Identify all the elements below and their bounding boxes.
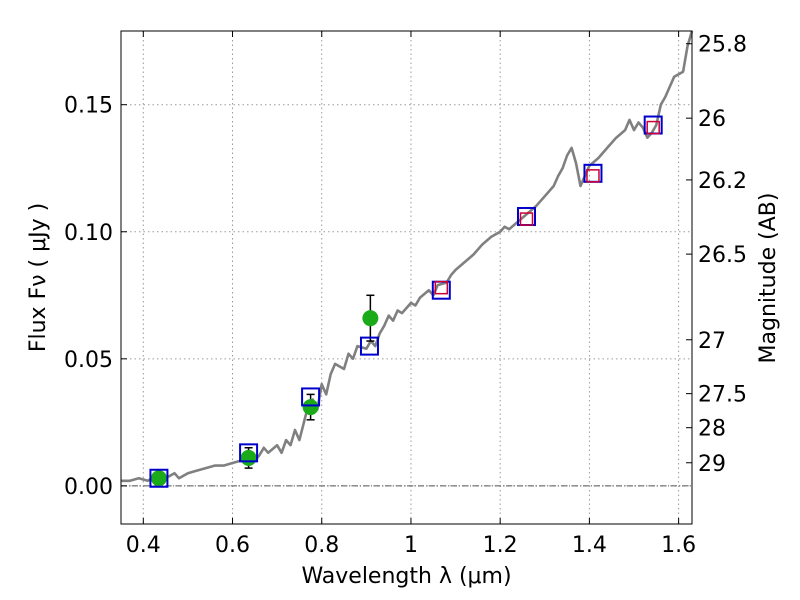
x-tick-label: 1 [404, 533, 418, 558]
blue-square-point [239, 443, 259, 463]
right-tick-label: 28 [698, 417, 726, 442]
red-square-point [646, 120, 660, 135]
blue-square-point [149, 468, 169, 488]
green-point [240, 449, 257, 466]
red-square-point [586, 169, 600, 183]
blue-square-point [359, 336, 379, 356]
y-tick-label: 0.00 [64, 475, 113, 500]
y-tick-label: 0.15 [64, 94, 113, 119]
y-tick-label: 0.05 [64, 348, 113, 373]
x-tick-label: 1.6 [661, 533, 696, 558]
blue-square-point [301, 387, 321, 407]
plot-frame [120, 30, 693, 525]
right-tick-label: 25.8 [698, 33, 747, 58]
grid [121, 31, 692, 524]
y-axis-label: Flux Fν ( μJy ) [26, 203, 51, 352]
right-tick-label: 27 [698, 329, 726, 354]
right-tick-label: 27.5 [698, 383, 747, 408]
spectrum-series [121, 30, 694, 483]
right-tick-label: 26.2 [698, 169, 747, 194]
x-axis-label: Wavelength λ (μm) [301, 564, 511, 589]
right-axis-label: Magnitude (AB) [756, 193, 781, 364]
error-bars [244, 294, 375, 469]
right-tick-label: 29 [698, 452, 726, 477]
x-tick-label: 1.4 [572, 533, 607, 558]
green-point [150, 470, 167, 487]
right-tick-label: 26.5 [698, 243, 747, 268]
x-tick-label: 0.8 [304, 533, 339, 558]
red-squares [434, 120, 660, 295]
red-square-point [434, 280, 449, 295]
green-points [150, 310, 379, 487]
x-tick-label: 1.2 [483, 533, 518, 558]
blue-squares [149, 115, 663, 488]
y-tick-label: 0.10 [64, 221, 113, 246]
tick-labels: 0.4 0.6 0.8 1 1.2 1.4 1.6 0.00 0.05 0.10 0.15 25.8 2… [64, 33, 747, 558]
spectrum-line [121, 30, 694, 483]
red-square-point [519, 212, 534, 226]
right-tick-label: 26 [698, 107, 726, 132]
ticks [121, 31, 692, 524]
green-point [362, 310, 379, 327]
x-tick-label: 0.4 [126, 533, 161, 558]
green-point [302, 399, 319, 416]
x-tick-label: 0.6 [215, 533, 250, 558]
